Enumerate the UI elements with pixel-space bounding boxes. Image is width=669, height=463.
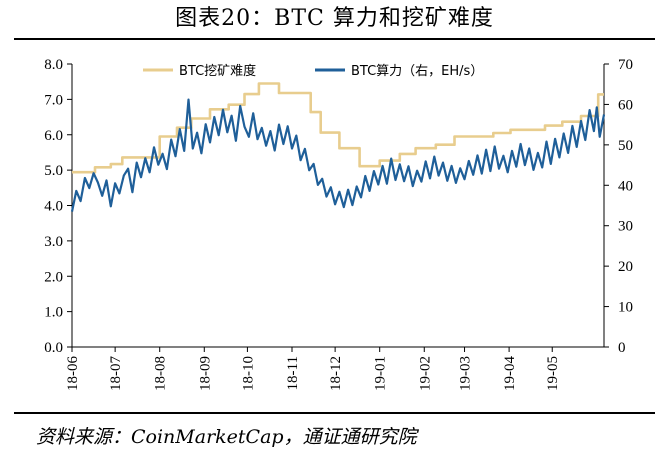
plot-frame	[71, 64, 605, 348]
x-axis-tick-label: 19-04	[502, 356, 518, 391]
figure-title: 图表20：BTC 算力和挖矿难度	[175, 6, 494, 31]
left-y-axis: 0.0 1.0 2.0 3.0 4.0 5.0 6.0 7.0 8.0	[44, 57, 72, 356]
left-axis-tick-label: 1.0	[44, 305, 63, 321]
hashrate-difficulty-chart: 0.0 1.0 2.0 3.0 4.0 5.0 6.0 7.0 8.0 0 10 20 30 40 50 6…	[44, 57, 633, 391]
left-axis-tick-label: 8.0	[44, 57, 63, 73]
right-axis-tick-label: 20	[618, 259, 633, 275]
x-axis-tick-label: 19-01	[373, 356, 389, 391]
right-axis-tick-label: 40	[618, 178, 633, 194]
chart-legend: BTC挖矿难度 BTC算力（右，EH/s）	[143, 63, 483, 79]
right-axis-tick-label: 0	[618, 340, 626, 356]
right-axis-tick-label: 60	[618, 97, 633, 113]
x-axis-tick-label: 18-07	[108, 356, 124, 391]
title-underline-rule	[14, 38, 655, 40]
x-axis: 18-06 18-07 18-08 18-09 18-10 18-11 18-12 19-01…	[65, 347, 561, 391]
x-axis-tick-label: 18-11	[285, 356, 301, 390]
left-axis-tick-label: 5.0	[44, 163, 63, 179]
legend-label: BTC算力（右，EH/s）	[351, 64, 483, 79]
right-y-axis: 0 10 20 30 40 50 60 70	[604, 57, 633, 356]
x-axis-tick-label: 19-05	[545, 356, 561, 391]
x-axis-tick-label: 18-06	[65, 356, 81, 391]
left-axis-tick-label: 6.0	[44, 128, 63, 144]
left-axis-tick-label: 3.0	[44, 234, 63, 250]
left-axis-tick-label: 4.0	[44, 199, 63, 215]
x-axis-tick-label: 18-10	[240, 356, 256, 391]
legend-label: BTC挖矿难度	[179, 63, 256, 79]
x-axis-tick-label: 18-09	[197, 356, 213, 391]
x-axis-tick-label: 19-03	[458, 356, 474, 391]
left-axis-tick-label: 0.0	[44, 340, 63, 356]
source-separator-rule	[14, 412, 655, 414]
difficulty-series-line	[72, 82, 604, 174]
right-axis-tick-label: 70	[618, 57, 633, 73]
series-layer	[70, 82, 606, 212]
x-axis-tick-label: 18-12	[328, 356, 344, 391]
left-axis-tick-label: 7.0	[44, 92, 63, 108]
right-axis-tick-label: 10	[618, 300, 633, 316]
source-note: 资料来源：CoinMarketCap，通证通研究院	[36, 426, 417, 448]
left-axis-tick-label: 2.0	[44, 269, 63, 285]
hashrate-series-line	[70, 98, 606, 212]
right-axis-tick-label: 30	[618, 219, 633, 235]
x-axis-tick-label: 18-08	[153, 356, 169, 391]
x-axis-tick-label: 19-02	[417, 356, 433, 391]
right-axis-tick-label: 50	[618, 138, 633, 154]
